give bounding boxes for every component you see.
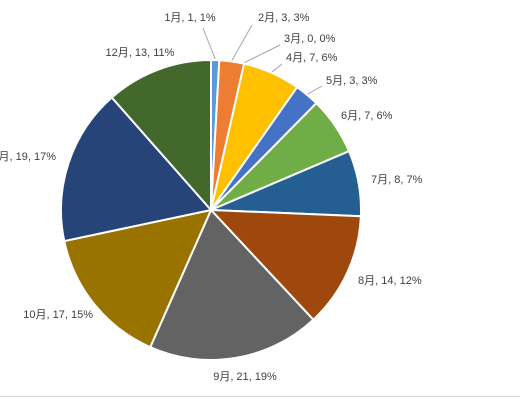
data-label-12月: 12月, 13, 11%	[106, 47, 175, 59]
pie-slice-9月	[148, 208, 315, 361]
data-label-4月: 4月, 7, 6%	[286, 52, 338, 64]
leader-line-1月	[202, 27, 216, 60]
data-label-11月: 11月, 19, 17%	[0, 151, 56, 163]
data-label-1月: 1月, 1, 1%	[164, 12, 216, 24]
pie-slice-8月	[208, 208, 362, 322]
data-label-7月: 7月, 8, 7%	[371, 174, 423, 186]
data-label-10月: 10月, 17, 15%	[23, 309, 93, 321]
leader-lines	[202, 24, 323, 95]
data-label-6月: 6月, 7, 6%	[341, 110, 393, 122]
data-label-5月: 5月, 3, 3%	[326, 75, 378, 87]
leader-line-5月	[307, 85, 323, 95]
pie-slice-11月	[60, 96, 213, 243]
bottom-divider	[0, 396, 520, 397]
pie-slice-12月	[110, 58, 212, 213]
leader-line-2月	[231, 24, 253, 61]
leader-line-3月	[244, 44, 281, 64]
data-label-2月: 2月, 3, 3%	[258, 12, 310, 24]
data-label-3月: 3月, 0, 0%	[284, 33, 336, 45]
data-labels: 1月, 1, 1% 2月, 3, 3% 3月, 0, 0% 4月, 7, 6% 5月, …	[0, 12, 423, 383]
pie-slice-10月	[63, 208, 213, 349]
data-label-9月: 9月, 21, 19%	[213, 371, 277, 383]
data-label-8月: 8月, 14, 12%	[358, 275, 422, 287]
leader-line-4月	[271, 63, 283, 73]
pie-slices	[60, 58, 362, 361]
